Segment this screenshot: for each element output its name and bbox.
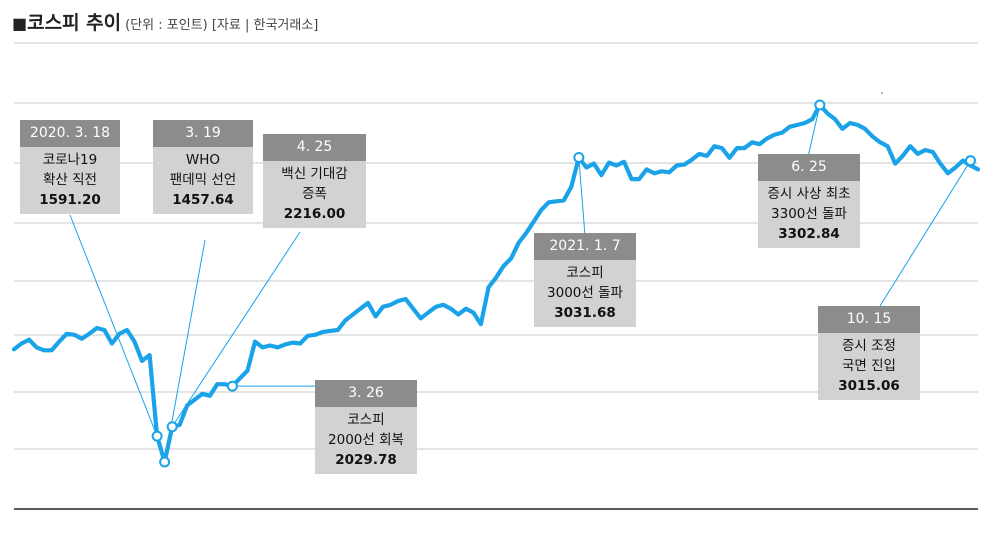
chart-header: ■코스피 추이 (단위 : 포인트) [자료 | 한국거래소] xyxy=(12,8,318,35)
leader-line xyxy=(69,214,158,437)
leader-lines xyxy=(69,104,971,463)
highlight-marker xyxy=(226,380,238,392)
chart-subtitle: (단위 : 포인트) [자료 | 한국거래소] xyxy=(125,18,319,33)
annotation-date: 10. 15 xyxy=(818,306,920,333)
annotation-line: 3000선 돌파 xyxy=(547,285,623,301)
stray-dot xyxy=(881,92,883,94)
annotation-line: 3300선 돌파 xyxy=(771,206,847,222)
annotation-3300-record: 6. 25 증시 사상 최초 3300선 돌파 3302.84 xyxy=(758,154,860,248)
annotation-value: 1591.20 xyxy=(39,192,101,208)
highlight-markers xyxy=(151,92,976,468)
annotation-line: 국면 진입 xyxy=(842,358,896,374)
annotation-value: 3015.06 xyxy=(838,378,900,394)
annotation-value: 3031.68 xyxy=(554,305,616,321)
highlight-marker xyxy=(964,155,976,167)
annotation-2000-recovery: 3. 26 코스피 2000선 회복 2029.78 xyxy=(315,380,417,474)
highlight-marker xyxy=(166,421,178,433)
leader-line xyxy=(879,160,971,307)
annotation-date: 2020. 3. 18 xyxy=(20,120,120,147)
annotation-line: 코스피 xyxy=(347,412,385,428)
annotation-line: 확산 직전 xyxy=(43,172,97,188)
annotation-date: 3. 19 xyxy=(153,120,253,147)
annotation-body: 코스피 3000선 돌파 3031.68 xyxy=(534,260,636,327)
annotation-value: 1457.64 xyxy=(172,192,234,208)
annotation-date: 2021. 1. 7 xyxy=(534,233,636,260)
annotation-value: 3302.84 xyxy=(778,226,840,242)
highlight-marker xyxy=(151,430,163,442)
annotation-covid-spread: 2020. 3. 18 코로나19 확산 직전 1591.20 xyxy=(20,120,120,214)
highlight-marker xyxy=(573,151,585,163)
annotation-line: 코로나19 xyxy=(42,152,98,168)
annotation-line: WHO xyxy=(185,152,221,168)
annotation-line: 증폭 xyxy=(302,186,327,202)
leader-line xyxy=(578,157,586,237)
annotation-line: 증시 사상 최초 xyxy=(767,186,851,202)
annotation-body: 코로나19 확산 직전 1591.20 xyxy=(20,147,120,214)
annotation-date: 6. 25 xyxy=(758,154,860,181)
highlight-marker xyxy=(814,99,826,111)
annotation-value: 2029.78 xyxy=(335,452,397,468)
annotation-who-pandemic: 3. 19 WHO 팬데믹 선언 1457.64 xyxy=(153,120,253,214)
annotation-line: 증시 조정 xyxy=(842,338,896,354)
annotation-value: 2216.00 xyxy=(283,206,346,222)
annotation-date: 3. 26 xyxy=(315,380,417,407)
annotation-body: WHO 팬데믹 선언 1457.64 xyxy=(153,147,253,214)
annotation-line: 2000선 회복 xyxy=(328,432,404,448)
chart-title: 코스피 추이 xyxy=(27,12,122,34)
annotation-body: 증시 조정 국면 진입 3015.06 xyxy=(818,333,920,400)
header-square-icon: ■ xyxy=(12,14,28,33)
highlight-marker xyxy=(159,456,171,468)
annotation-3000-breakthrough: 2021. 1. 7 코스피 3000선 돌파 3031.68 xyxy=(534,233,636,327)
annotation-date: 4. 25 xyxy=(263,134,366,161)
annotation-line: 백신 기대감 xyxy=(281,166,348,182)
leader-line xyxy=(807,104,821,158)
annotation-body: 백신 기대감 증폭 2216.00 xyxy=(263,161,366,228)
annotation-body: 코스피 2000선 회복 2029.78 xyxy=(315,407,417,474)
annotation-line: 코스피 xyxy=(566,265,604,281)
annotation-vaccine: 4. 25 백신 기대감 증폭 2216.00 xyxy=(263,134,366,228)
grid-lines xyxy=(14,42,978,510)
annotation-correction: 10. 15 증시 조정 국면 진입 3015.06 xyxy=(818,306,920,400)
annotation-line: 팬데믹 선언 xyxy=(169,172,237,188)
annotation-body: 증시 사상 최초 3300선 돌파 3302.84 xyxy=(758,181,860,248)
leader-line xyxy=(171,231,301,427)
